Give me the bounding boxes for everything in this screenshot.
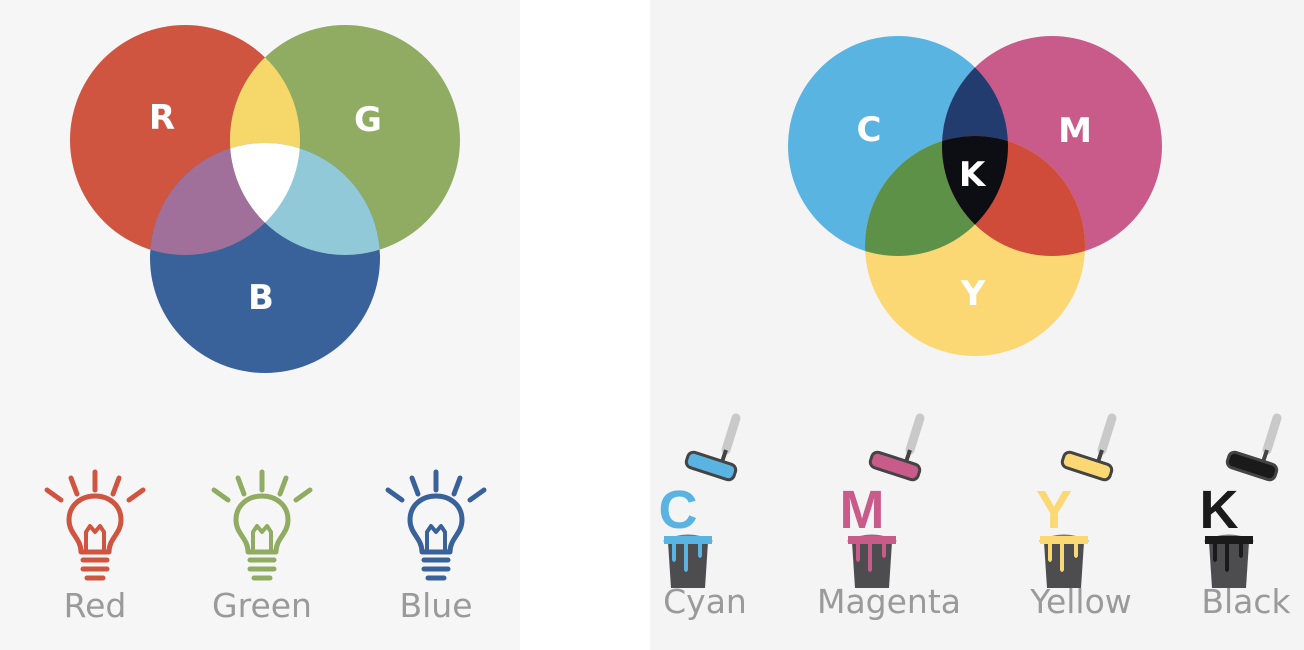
red-blue-overlap — [150, 143, 300, 255]
paint-bucket-roller-icon: K — [1200, 413, 1282, 588]
light-bulb-icon — [44, 469, 146, 581]
red-light-label: Red — [63, 586, 127, 625]
black-ink: K Black — [1188, 410, 1304, 621]
svg-text:C: C — [659, 480, 698, 540]
green-letter: G — [354, 100, 382, 140]
magenta-letter: M — [1058, 111, 1092, 151]
black-ink-label: Black — [1201, 582, 1291, 621]
light-bulb-icon — [211, 469, 313, 581]
green-light-label: Green — [212, 586, 312, 625]
paint-bucket-roller-icon: Y — [1036, 413, 1117, 588]
black-letter: K — [958, 155, 986, 195]
yellow-ink: Y Yellow — [1016, 410, 1146, 621]
yellow-ink-label: Yellow — [1030, 582, 1132, 621]
svg-text:K: K — [1200, 480, 1239, 540]
red-light: Red — [35, 468, 155, 625]
magenta-ink: M Magenta — [814, 410, 964, 621]
blue-light-label: Blue — [399, 586, 473, 625]
yellow-letter: Y — [960, 274, 986, 314]
svg-text:Y: Y — [1036, 480, 1072, 540]
blue-letter: B — [248, 278, 274, 318]
cmyk-subtractive-panel: C M Y K C Cyan M Magenta Y Yellow K Blac… — [650, 0, 1304, 650]
cmyk-venn-diagram — [788, 36, 1162, 356]
light-bulb-icon — [385, 469, 487, 581]
green-blue-overlap — [230, 143, 380, 255]
cyan-ink-label: Cyan — [663, 582, 747, 621]
paint-bucket-roller-icon: C — [659, 413, 741, 588]
magenta-ink-label: Magenta — [816, 582, 962, 621]
rgb-additive-panel: R G B Red Green Blue — [0, 0, 520, 650]
rgb-venn-diagram — [70, 25, 460, 373]
cyan-letter: C — [856, 110, 882, 150]
green-light: Green — [202, 468, 322, 625]
blue-light: Blue — [376, 468, 496, 625]
paint-bucket-roller-icon: M — [840, 413, 925, 588]
svg-text:M: M — [840, 480, 885, 540]
red-letter: R — [148, 98, 176, 138]
cyan-ink: C Cyan — [650, 410, 760, 621]
